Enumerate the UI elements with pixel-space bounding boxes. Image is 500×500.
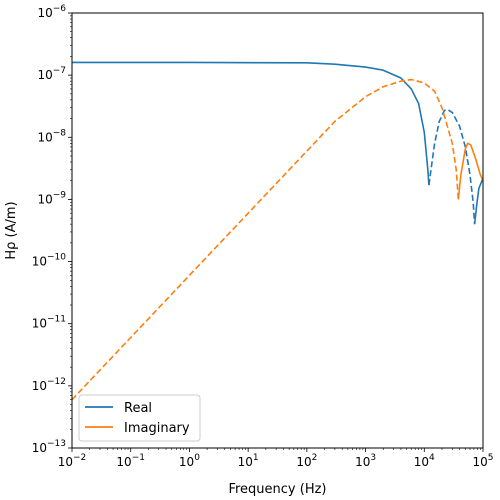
series-real-solid — [473, 177, 483, 225]
y-tick-label: 10−7 — [37, 66, 66, 82]
y-tick-label: 10−6 — [37, 4, 66, 20]
x-tick-label: 104 — [414, 453, 435, 469]
x-tick-label: 10−1 — [116, 453, 145, 469]
plot-frame — [71, 12, 484, 449]
legend: Real Imaginary — [78, 394, 201, 442]
y-tick-label: 10−8 — [37, 128, 66, 144]
x-tick-label: 101 — [238, 453, 259, 469]
x-tick-label: 100 — [179, 453, 200, 469]
y-tick-label: 10−11 — [32, 315, 66, 331]
series-real-solid — [72, 61, 430, 186]
plot-area — [72, 13, 483, 448]
y-axis-label: Hρ (A/m) — [4, 201, 19, 259]
x-axis-label: Frequency (Hz) — [228, 482, 326, 497]
y-tick-label: 10−10 — [32, 253, 67, 269]
x-tick-label: 105 — [472, 453, 493, 469]
y-tick-label: 10−9 — [37, 190, 66, 206]
x-tick-label: 103 — [355, 453, 376, 469]
legend-label-imaginary: Imaginary — [124, 421, 190, 436]
series-real-dashed — [428, 108, 476, 225]
x-tick-label: 10−2 — [58, 453, 87, 469]
y-tick-label: 10−12 — [32, 377, 66, 393]
series-imaginary-solid — [457, 142, 483, 200]
legend-label-real: Real — [124, 401, 152, 416]
x-tick-label: 102 — [296, 453, 317, 469]
y-tick-label: 10−13 — [32, 439, 66, 455]
